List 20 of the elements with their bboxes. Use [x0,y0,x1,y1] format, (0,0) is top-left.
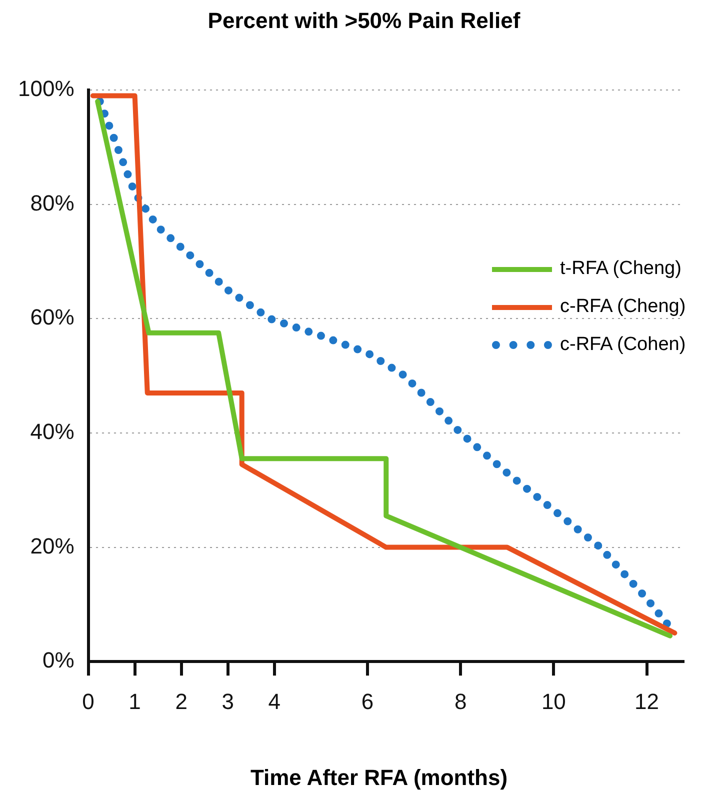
x-tick-label: 10 [541,688,566,714]
y-tick-label: 20% [30,533,74,558]
x-tick-label: 0 [82,688,94,714]
y-tick-label: 60% [30,304,74,330]
x-tick-label: 3 [222,688,234,714]
y-tick-label: 0% [42,648,74,673]
legend-label: c-RFA (Cohen) [560,334,686,356]
x-tick-label: 1 [128,688,141,714]
x-tick-label: 6 [361,688,374,714]
x-tick-label: 8 [454,688,467,714]
y-tick-label: 80% [30,190,74,216]
y-tick-label: 100% [18,76,74,102]
legend-label: t-RFA (Cheng) [560,258,682,280]
x-tick-label: 12 [634,688,660,714]
x-tick-label: 2 [175,688,188,714]
legend-label: c-RFA (Cheng) [560,296,686,318]
y-tick-label: 40% [30,419,74,444]
chart-title: Percent with >50% Pain Relief [206,8,522,34]
x-tick-label: 4 [268,688,281,714]
x-axis-title: Time After RFA (months) [249,765,509,791]
